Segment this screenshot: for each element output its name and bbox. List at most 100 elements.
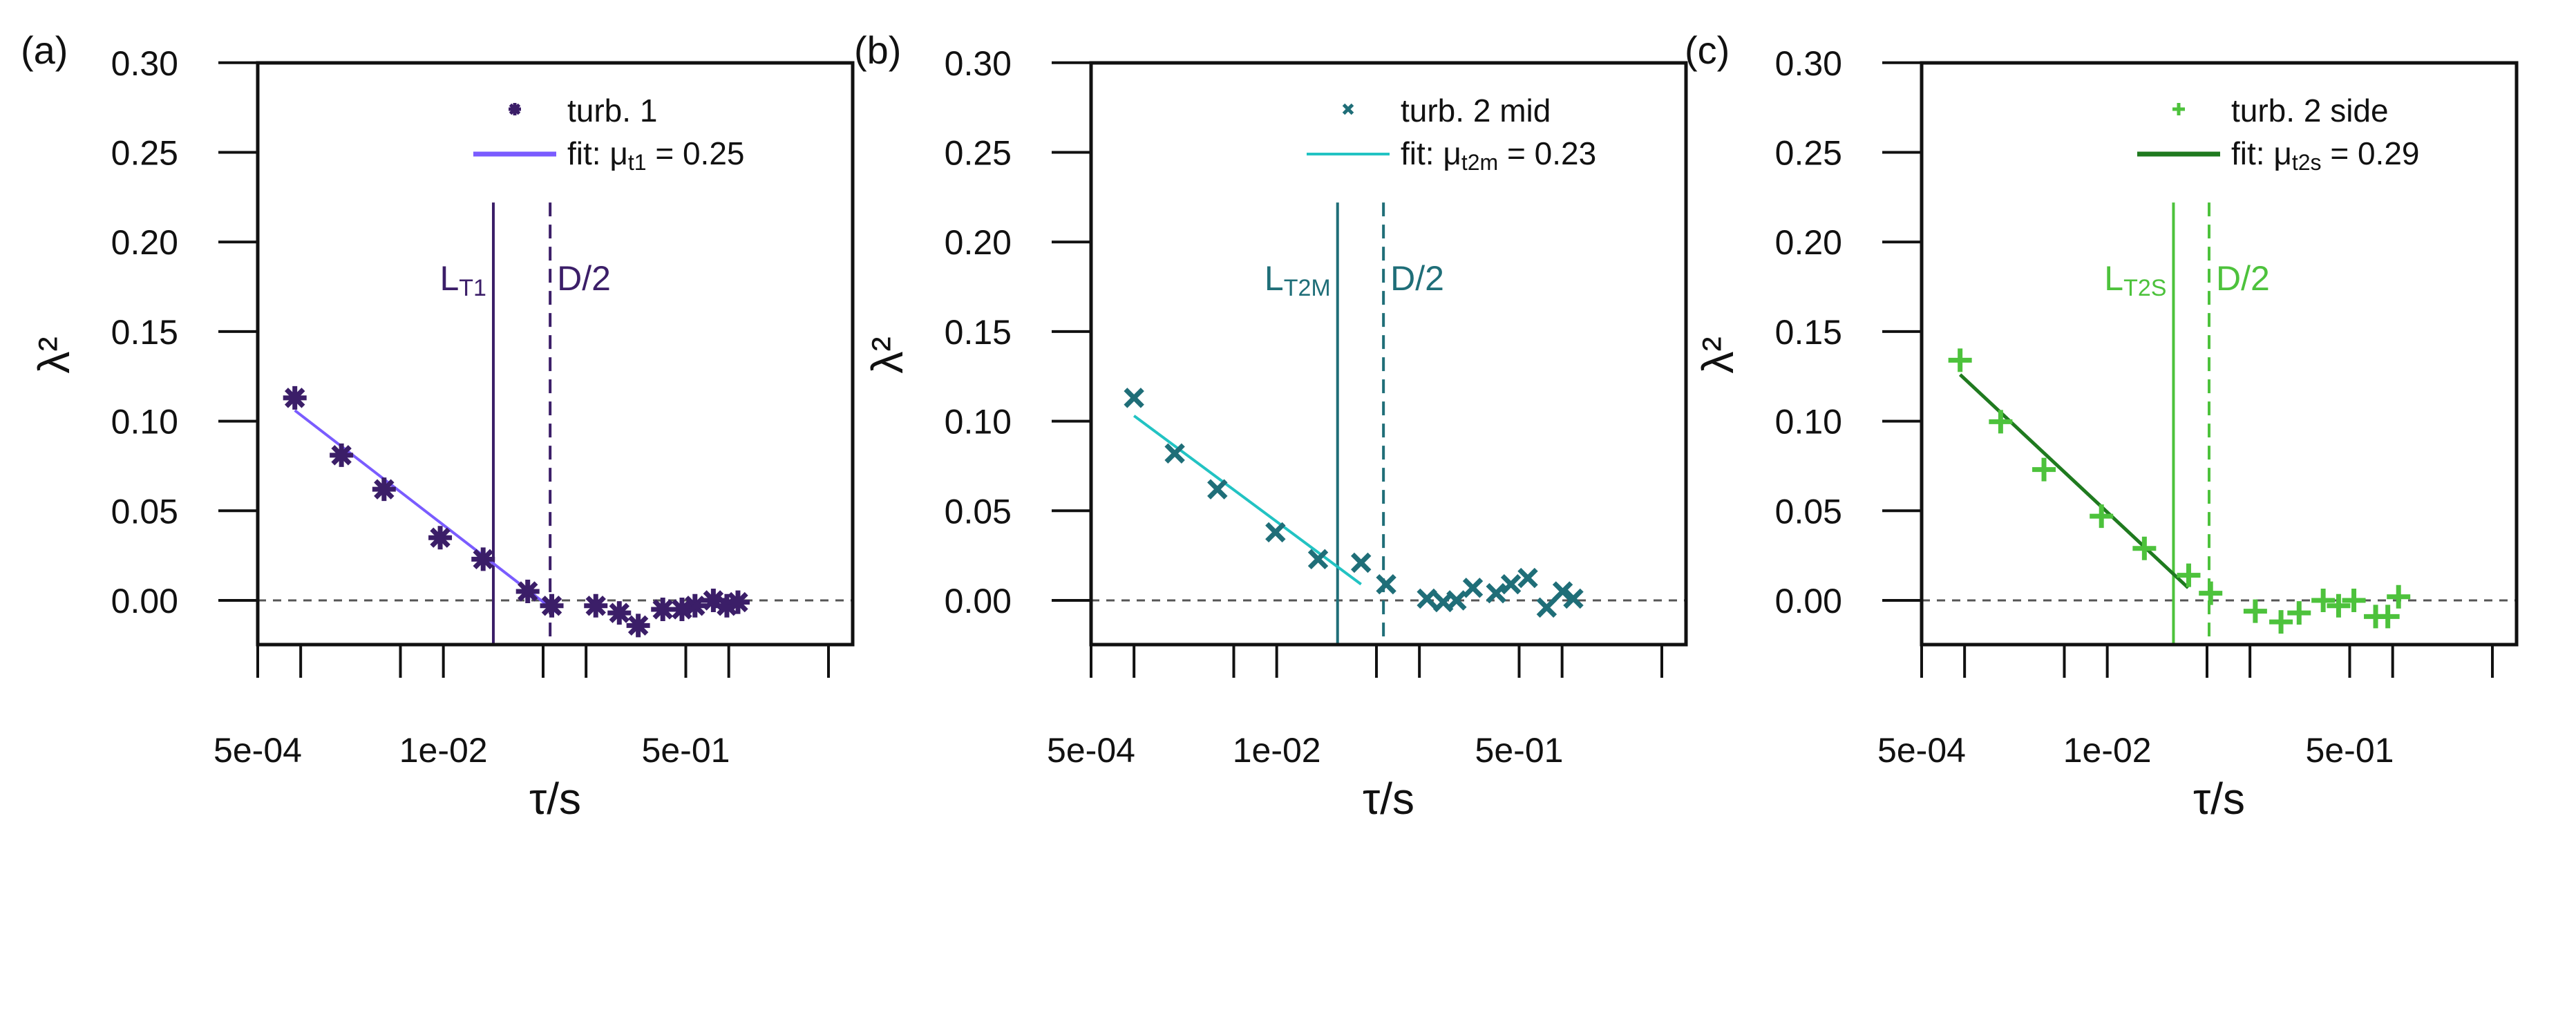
data-point: [1500, 573, 1522, 595]
data-point: [2387, 584, 2411, 609]
legend-marker-icon-stroke: [1342, 103, 1354, 115]
data-point-stroke: [627, 615, 649, 636]
legend-series-label: turb. 2 side: [2231, 93, 2389, 129]
x-tick-label: 1e-02: [2063, 731, 2152, 770]
mu-subscript: t2m: [1461, 150, 1498, 175]
data-point-stroke: [1486, 582, 1506, 604]
vline-label-main: L: [2104, 259, 2123, 298]
legend-marker-icon: [1342, 103, 1354, 115]
vline-label-main: D/2: [1390, 259, 1444, 298]
data-point: [1517, 567, 1538, 589]
data-point-stroke: [685, 596, 705, 616]
fit-prefix: fit:: [567, 135, 609, 171]
x-tick-label: 1e-02: [1233, 731, 1321, 770]
data-point: [2327, 593, 2351, 618]
data-point: [2376, 605, 2400, 629]
legend-fit-label: fit: μt2m = 0.23: [1401, 135, 1596, 175]
data-point-stroke: [284, 388, 305, 408]
y-tick-label: 0.25: [945, 134, 1012, 173]
fit-line: [1133, 415, 1362, 586]
panel-label: (c): [1685, 28, 1730, 72]
y-tick-label: 0.20: [945, 223, 1012, 262]
data-point: [283, 386, 307, 410]
data-point: [2243, 599, 2267, 623]
data-point-stroke: [1552, 581, 1573, 602]
plot-box: [256, 61, 855, 647]
data-point-stroke: [1207, 479, 1228, 500]
y-tick-label: 0.00: [1775, 582, 1842, 620]
y-axis-title: λ²: [1693, 336, 1743, 373]
legend-marker-icon: [2172, 103, 2185, 115]
y-tick-label: 0.20: [1775, 223, 1842, 262]
y-tick-label: 0.20: [111, 223, 178, 262]
data-point: [1307, 549, 1329, 570]
data-point: [2199, 581, 2223, 605]
vline-label-sub: T2M: [1284, 275, 1331, 301]
y-tick-label: 0.30: [111, 44, 178, 83]
data-point: [471, 547, 495, 571]
legend-fit-label: fit: μt1 = 0.25: [567, 135, 745, 175]
y-tick-label: 0.10: [111, 403, 178, 441]
vline-label-main: L: [1265, 259, 1284, 298]
vline-label: LT2M: [1265, 259, 1331, 301]
data-point: [428, 526, 453, 550]
data-point-stroke: [728, 591, 748, 613]
data-point-stroke: [1432, 591, 1454, 613]
data-point: [2287, 601, 2311, 625]
mu-subscript: t1: [628, 150, 647, 175]
data-point-stroke: [1307, 549, 1329, 570]
fit-value: = 0.23: [1498, 135, 1596, 171]
legend-series-label: turb. 2 mid: [1401, 93, 1551, 129]
legend-marker-icon-stroke: [509, 103, 521, 115]
data-point: [1989, 410, 2013, 434]
vline-label-sub: T1: [459, 275, 486, 301]
data-point-stroke: [1164, 443, 1185, 464]
panel-label: (b): [854, 28, 901, 72]
data-point: [2132, 536, 2157, 560]
mu-subscript: t2s: [2292, 150, 2322, 175]
x-tick-label: 5e-01: [2306, 731, 2394, 770]
x-tick-label: 5e-01: [642, 731, 730, 770]
vline-label-sub: T2S: [2123, 275, 2166, 301]
x-tick-label: 5e-04: [1877, 731, 1966, 770]
data-point: [1563, 588, 1584, 609]
x-axis-title: τ/s: [2193, 774, 2245, 824]
data-point: [540, 593, 564, 618]
data-point-stroke: [430, 527, 451, 548]
data-point-stroke: [703, 590, 724, 611]
vline-label-main: D/2: [2216, 259, 2270, 298]
y-tick-label: 0.30: [945, 44, 1012, 83]
data-point-stroke: [1124, 388, 1144, 408]
y-axis-title: λ²: [29, 336, 79, 373]
data-point-stroke: [585, 596, 606, 616]
y-tick-label: 0.05: [1775, 492, 1842, 531]
legend-series-label: turb. 1: [567, 93, 657, 129]
data-point-stroke: [1563, 588, 1584, 609]
data-point-stroke: [1265, 522, 1286, 543]
fit-prefix: fit:: [2231, 135, 2273, 171]
panel-a: (a) 0.00 0.05 0.10 0.15 0.20 0.25 0.30 5e-04 1e-0…: [21, 28, 855, 824]
data-point: [2342, 589, 2366, 612]
y-tick-label: 0.15: [111, 313, 178, 352]
y-tick-label: 0.25: [111, 134, 178, 173]
data-point: [2269, 610, 2293, 634]
vline-label-main: D/2: [557, 259, 611, 298]
data-point: [372, 477, 396, 502]
fit-value: = 0.29: [2322, 135, 2420, 171]
y-tick-label: 0.15: [945, 313, 1012, 352]
data-point: [626, 614, 650, 638]
data-point: [651, 597, 675, 621]
vline-label: D/2: [2216, 259, 2270, 298]
data-point: [726, 590, 750, 614]
data-point-stroke: [1500, 573, 1522, 595]
data-point-stroke: [1350, 552, 1372, 573]
data-point: [1536, 597, 1557, 618]
y-tick-label: 0.25: [1775, 134, 1842, 173]
data-point: [1350, 552, 1372, 573]
data-point: [683, 593, 707, 618]
plot-box: [1089, 61, 1688, 647]
x-tick-label: 5e-01: [1475, 731, 1564, 770]
legend-fit-label: fit: μt2s = 0.29: [2231, 135, 2420, 175]
data-point: [1948, 348, 1972, 372]
